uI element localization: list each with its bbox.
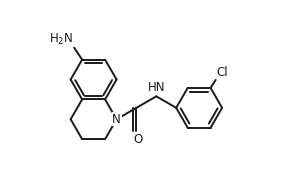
Text: H$_2$N: H$_2$N <box>49 32 73 47</box>
Text: O: O <box>134 133 143 146</box>
Text: HN: HN <box>148 81 165 94</box>
Text: Cl: Cl <box>217 66 228 79</box>
Text: N: N <box>112 113 121 126</box>
